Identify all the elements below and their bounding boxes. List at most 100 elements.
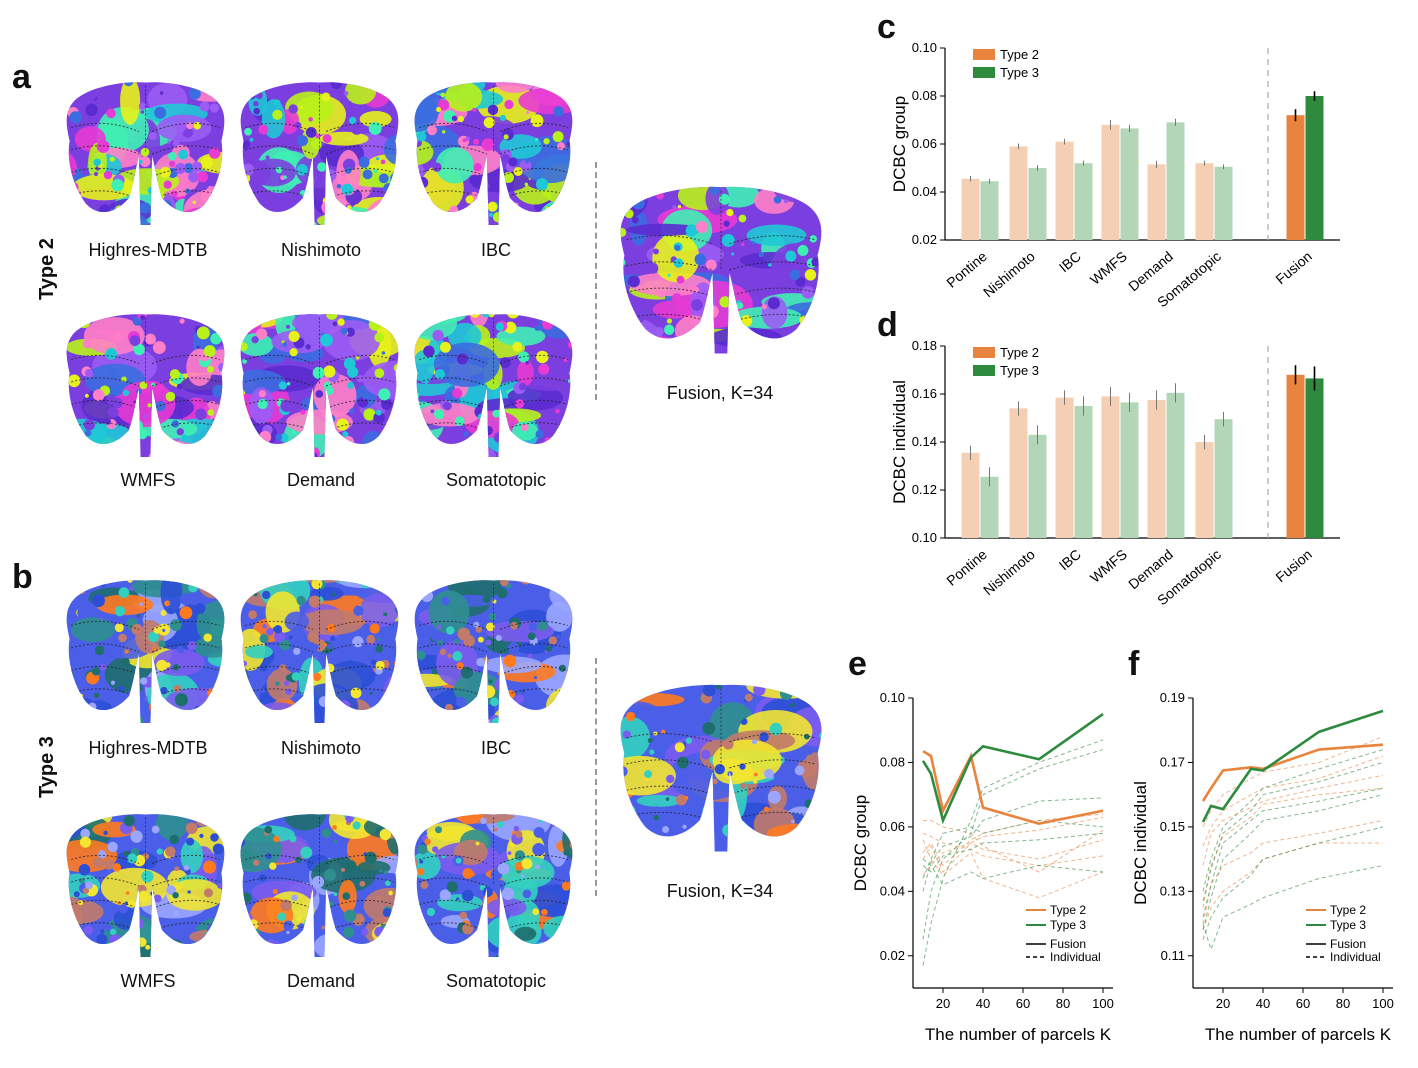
x-tick-label: 60	[1016, 996, 1030, 1011]
y-tick-label: 0.10	[912, 40, 937, 55]
type2-map-0	[66, 82, 225, 225]
individual-line-type3	[922, 749, 1104, 940]
panel-letter-b: b	[12, 558, 33, 596]
panel-letter-e: e	[848, 645, 867, 683]
legend-entry: Type 2	[1000, 47, 1039, 62]
bar-type3-ibc	[1074, 406, 1093, 538]
panel-letter-d: d	[877, 306, 898, 344]
x-tick-label: 20	[936, 996, 950, 1011]
y-tick-label: 0.16	[912, 386, 937, 401]
map-label: Highres-MDTB	[88, 738, 208, 758]
y-tick-label: 0.10	[880, 690, 905, 705]
legend-swatch	[973, 365, 995, 376]
bar-type2-demand	[1147, 400, 1166, 538]
legend-entry: Type 2	[1000, 345, 1039, 360]
type3-map-0	[66, 580, 225, 723]
legend-entry: Individual	[1050, 950, 1101, 964]
individual-line-type2	[922, 813, 1104, 867]
type2-map-3	[66, 314, 225, 457]
x-tick-label: 80	[1336, 996, 1350, 1011]
bar-type3-nishimoto	[1028, 434, 1047, 538]
map-label: Nishimoto	[280, 240, 362, 260]
y-axis-label: DCBC individual	[890, 380, 909, 504]
fusion-label: Fusion, K=34	[666, 881, 774, 901]
individual-line-type3	[1202, 749, 1384, 892]
type2-map-5	[414, 314, 573, 457]
x-tick-label: 60	[1296, 996, 1310, 1011]
legend-entry: Type 3	[1050, 918, 1086, 932]
y-tick-label: 0.15	[1160, 819, 1185, 834]
individual-line-type2	[922, 839, 1104, 899]
map-label: Highres-MDTB	[88, 240, 208, 260]
legend-entry: Fusion	[1050, 937, 1086, 951]
y-tick-label: 0.19	[1160, 690, 1185, 705]
legend-entry: Fusion	[1330, 937, 1366, 951]
bar-type3-wmfs	[1120, 402, 1139, 538]
y-tick-label: 0.04	[912, 184, 937, 199]
map-label: IBC	[480, 738, 511, 758]
fusion-label: Fusion, K=34	[666, 383, 774, 403]
row-label-type2: Type 2	[36, 238, 58, 300]
individual-line-type2	[922, 839, 1104, 876]
type3-fusion-map	[620, 684, 822, 852]
legend-entry: Type 3	[1000, 363, 1039, 378]
legend-entry: Type 3	[1330, 918, 1366, 932]
map-label: Nishimoto	[280, 738, 362, 758]
x-tick-label: 40	[976, 996, 990, 1011]
bar-type3-somatotopic	[1214, 419, 1233, 538]
y-tick-label: 0.02	[912, 232, 937, 247]
map-label: WMFS	[120, 470, 176, 490]
y-tick-label: 0.06	[912, 136, 937, 151]
individual-line-type2	[1202, 755, 1384, 847]
map-label: Demand	[286, 971, 356, 991]
map-label: Somatotopic	[445, 971, 547, 991]
x-axis-label: The number of parcels K	[925, 1025, 1112, 1044]
individual-line-type2	[1202, 842, 1383, 931]
y-axis-label: DCBC individual	[1131, 781, 1150, 905]
bar-type2-fusion	[1286, 374, 1305, 538]
individual-line-type2	[1202, 787, 1384, 908]
y-tick-label: 0.08	[912, 88, 937, 103]
y-tick-label: 0.10	[912, 530, 937, 545]
y-tick-label: 0.14	[912, 434, 937, 449]
y-axis-label: DCBC group	[890, 96, 909, 192]
panel-letter-c: c	[877, 8, 896, 46]
x-tick-label: 40	[1256, 996, 1270, 1011]
map-label: WMFS	[120, 971, 176, 991]
y-tick-label: 0.04	[880, 883, 905, 898]
x-axis-label: The number of parcels K	[1205, 1025, 1392, 1044]
bar-type2-pontine	[961, 178, 980, 240]
bar-type3-fusion	[1305, 96, 1324, 240]
y-axis-label: DCBC group	[851, 795, 870, 891]
legend-swatch	[973, 49, 995, 60]
individual-line-type3	[922, 858, 1104, 886]
individual-line-type3	[1202, 865, 1384, 951]
bar-type3-pontine	[980, 476, 999, 538]
y-tick-label: 0.18	[912, 338, 937, 353]
x-tick-label: IBC	[1056, 546, 1084, 573]
bar-type2-pontine	[961, 452, 980, 538]
chart-f-dcbc-individual-line: 0.11 0.13 0.15 0.17 0.19 20 40 60 80 100 DCBC indi…	[1131, 690, 1394, 1044]
type2-map-1	[240, 82, 399, 225]
map-label: IBC	[480, 240, 511, 260]
individual-line-type2	[1202, 819, 1384, 924]
type3-map-3	[66, 814, 225, 957]
bar-type2-nishimoto	[1009, 408, 1028, 538]
x-tick-label: WMFS	[1087, 248, 1130, 288]
x-tick-label: 100	[1372, 996, 1394, 1011]
chart-e-dcbc-group-line: 0.02 0.04 0.06 0.08 0.10 20 40 60 80 100 DCBC grou…	[851, 690, 1114, 1044]
bar-type2-fusion	[1286, 115, 1305, 240]
type3-map-5	[414, 814, 573, 957]
type2-map-2	[414, 82, 573, 225]
x-tick-label: WMFS	[1087, 546, 1130, 586]
individual-line-type2	[922, 832, 1104, 867]
x-tick-label: 20	[1216, 996, 1230, 1011]
individual-line-type3	[1202, 787, 1384, 918]
separator-type3	[595, 658, 597, 896]
y-tick-label: 0.11	[1161, 948, 1185, 963]
legend-entry: Type 3	[1000, 65, 1039, 80]
bar-type2-demand	[1147, 164, 1166, 240]
bar-type2-ibc	[1055, 141, 1074, 240]
